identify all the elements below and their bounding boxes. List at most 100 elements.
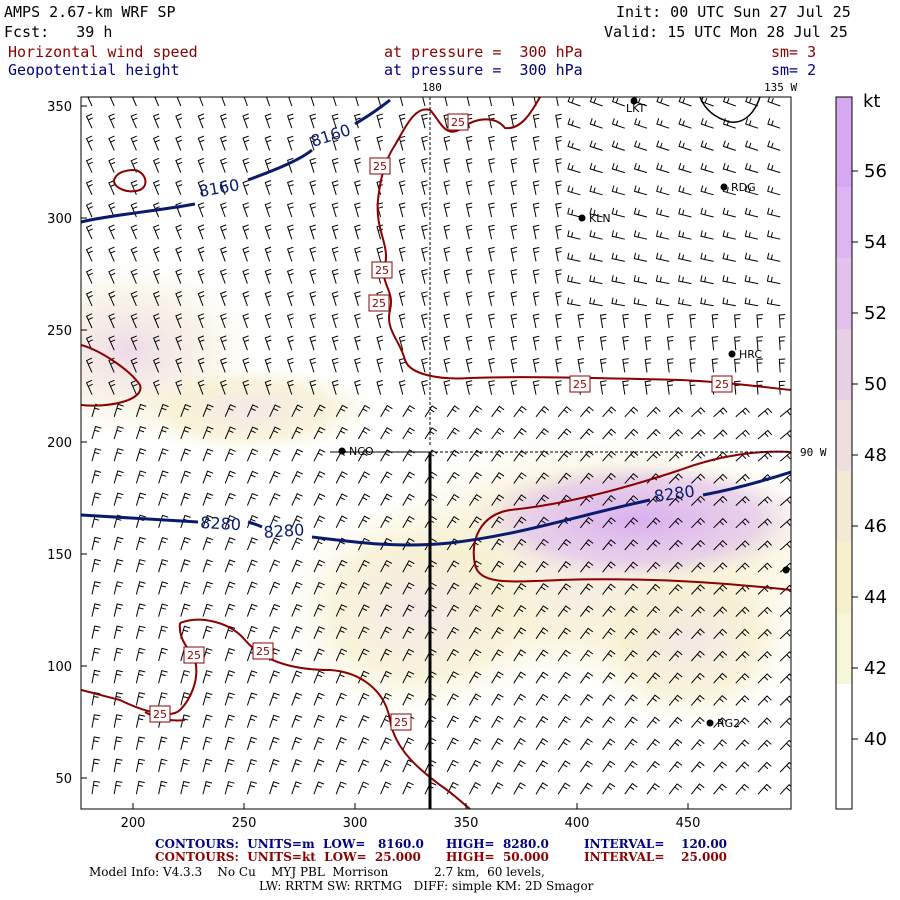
wind-barb (291, 559, 303, 573)
wind-barb (380, 471, 393, 484)
wind-barb (734, 358, 741, 373)
wind-barb (135, 425, 147, 440)
wind-barb (567, 275, 581, 285)
wind-barb (402, 737, 414, 751)
colorbar-tick: 40 (864, 729, 887, 750)
wind-barb (357, 626, 370, 640)
wind-barb (197, 157, 205, 173)
wind-barb (633, 140, 648, 151)
wind-barb (602, 649, 616, 662)
wind-barb (655, 275, 670, 285)
wind-barb (380, 604, 393, 617)
wind-barb (158, 536, 169, 551)
wind-barb (331, 268, 339, 284)
wind-barb (380, 692, 392, 706)
model-title: AMPS 2.67-km WRF SP (4, 3, 176, 21)
wind-barb (711, 313, 719, 329)
wind-barb (85, 268, 93, 284)
wind-barb (722, 140, 736, 151)
wind-barb (668, 606, 683, 617)
wind-barb (678, 118, 692, 129)
wind-barb (291, 603, 303, 617)
wind-barb (357, 781, 369, 795)
wind-barb (135, 492, 147, 506)
wind-barb (331, 135, 339, 151)
wind-barb (331, 291, 339, 306)
wind-barb (668, 694, 683, 706)
wind-barb (513, 605, 527, 617)
wind-barb (398, 291, 406, 306)
wind-barb (757, 673, 772, 684)
wind-barb (335, 626, 348, 640)
wind-barb (180, 581, 191, 595)
wind-barb (421, 246, 428, 262)
wind-barb (580, 583, 594, 595)
wind-barb (602, 428, 617, 440)
wind-barb (668, 451, 683, 462)
wind-barb (589, 230, 603, 240)
wind-barb (85, 246, 93, 262)
wind-barb (91, 470, 102, 484)
wind-barb (691, 783, 705, 795)
wind-barb (599, 380, 607, 395)
y-axis-labels: 350 300 250 200 150 100 50 (47, 100, 72, 787)
wind-barb (202, 426, 214, 440)
wind-barb (313, 781, 325, 795)
wind-barb (269, 448, 281, 462)
wind-barb (602, 627, 616, 640)
wind-barb (335, 493, 348, 506)
wind-barb (646, 672, 661, 684)
wind-barb (130, 157, 138, 173)
wind-barb (510, 180, 518, 195)
wind-barb (354, 335, 361, 351)
wind-barb (579, 627, 594, 640)
wind-barb (465, 202, 473, 218)
wind-barb (130, 113, 138, 129)
wind-barb (246, 404, 259, 418)
wind-barb (713, 650, 728, 662)
wind-barb (655, 297, 670, 307)
wind-barb (309, 157, 317, 173)
wind-barb (557, 738, 571, 751)
height-contour-high: HIGH= 8280.0 (446, 837, 549, 851)
wind-barb (557, 450, 572, 462)
wind-barb (309, 202, 317, 218)
wind-barb (713, 517, 728, 529)
y-tick-label: 350 (47, 100, 72, 115)
wind-barb (224, 670, 235, 684)
wind-barb (357, 692, 370, 706)
wind-barb (767, 97, 781, 107)
wind-barb (398, 357, 406, 373)
wind-barb (219, 335, 227, 351)
wind-barb (113, 603, 124, 617)
wind-barb (224, 470, 236, 484)
wind-barb (443, 380, 451, 395)
wind-barb (446, 671, 459, 684)
wind-barb (580, 561, 594, 573)
wind-barb (532, 313, 540, 329)
wind-barb (91, 736, 101, 750)
wind-barb (398, 380, 406, 395)
wind-barb (402, 471, 415, 484)
wind-barb (113, 692, 123, 706)
wind-barb (633, 207, 648, 218)
wind-barb (91, 647, 101, 662)
wind-barb (219, 291, 227, 306)
wind-barb (489, 97, 493, 107)
wind-barb (757, 407, 773, 418)
wind-barb (757, 518, 772, 529)
wind-barb (175, 291, 183, 306)
wind-barb (202, 404, 214, 417)
wind-barb (579, 782, 593, 795)
wind-barb (611, 207, 625, 218)
wind-barb (286, 291, 294, 306)
wind-barb (778, 380, 786, 395)
wind-barb (624, 539, 639, 551)
wind-barb (757, 540, 772, 551)
wind-barb (158, 780, 168, 795)
wind-barb (468, 759, 482, 773)
wind-barb (535, 627, 549, 640)
wind-barb (757, 650, 772, 662)
wind-barb (757, 496, 773, 506)
wind-barb (577, 313, 585, 329)
